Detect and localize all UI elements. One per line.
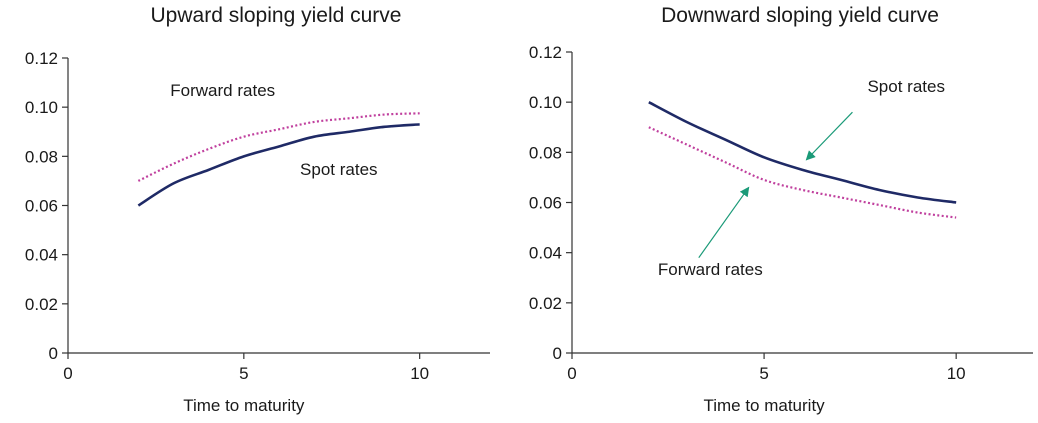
x-tick-label: 10	[410, 364, 429, 383]
y-tick-label: 0	[553, 344, 562, 363]
annotation-label: Forward rates	[170, 81, 275, 100]
y-tick-label: 0.02	[25, 295, 58, 314]
chart-title: Downward sloping yield curve	[661, 4, 939, 27]
x-axis-label: Time to maturity	[183, 396, 305, 415]
x-tick-label: 0	[567, 364, 576, 383]
annotation-arrow	[805, 111, 853, 161]
chart-upward-yield-curve: Upward sloping yield curve 0 0.02 0.04 0.06 0…	[25, 4, 490, 415]
forward-rates-line	[137, 112, 420, 182]
annotation-label: Spot rates	[300, 160, 378, 179]
chart-title: Upward sloping yield curve	[151, 4, 402, 27]
y-tick-label: 0.12	[25, 49, 58, 68]
chart-downward-yield-curve: Downward sloping yield curve 0 0.02 0.04 0.0…	[529, 4, 1033, 415]
y-tick-label: 0.10	[529, 93, 562, 112]
forward-rates-line	[648, 126, 957, 219]
y-tick-label: 0.06	[25, 197, 58, 216]
annotation-label: Spot rates	[867, 77, 945, 96]
x-axis-label: Time to maturity	[703, 396, 825, 415]
x-tick-label: 10	[947, 364, 966, 383]
x-tick-label: 0	[63, 364, 72, 383]
y-tick-label: 0	[49, 344, 58, 363]
annotation-label: Forward rates	[658, 260, 763, 279]
y-tick-label: 0.06	[529, 194, 562, 213]
y-tick-label: 0.02	[529, 294, 562, 313]
x-tick-label: 5	[759, 364, 768, 383]
y-tick-label: 0.08	[25, 147, 58, 166]
y-tick-label: 0.08	[529, 143, 562, 162]
y-tick-label: 0.10	[25, 98, 58, 117]
y-tick-label: 0.04	[529, 244, 562, 263]
spot-rates-line	[137, 123, 420, 207]
x-tick-label: 5	[239, 364, 248, 383]
annotation-arrow	[698, 186, 750, 259]
spot-rates-line	[648, 101, 957, 204]
y-tick-label: 0.04	[25, 246, 58, 265]
y-tick-label: 0.12	[529, 43, 562, 62]
